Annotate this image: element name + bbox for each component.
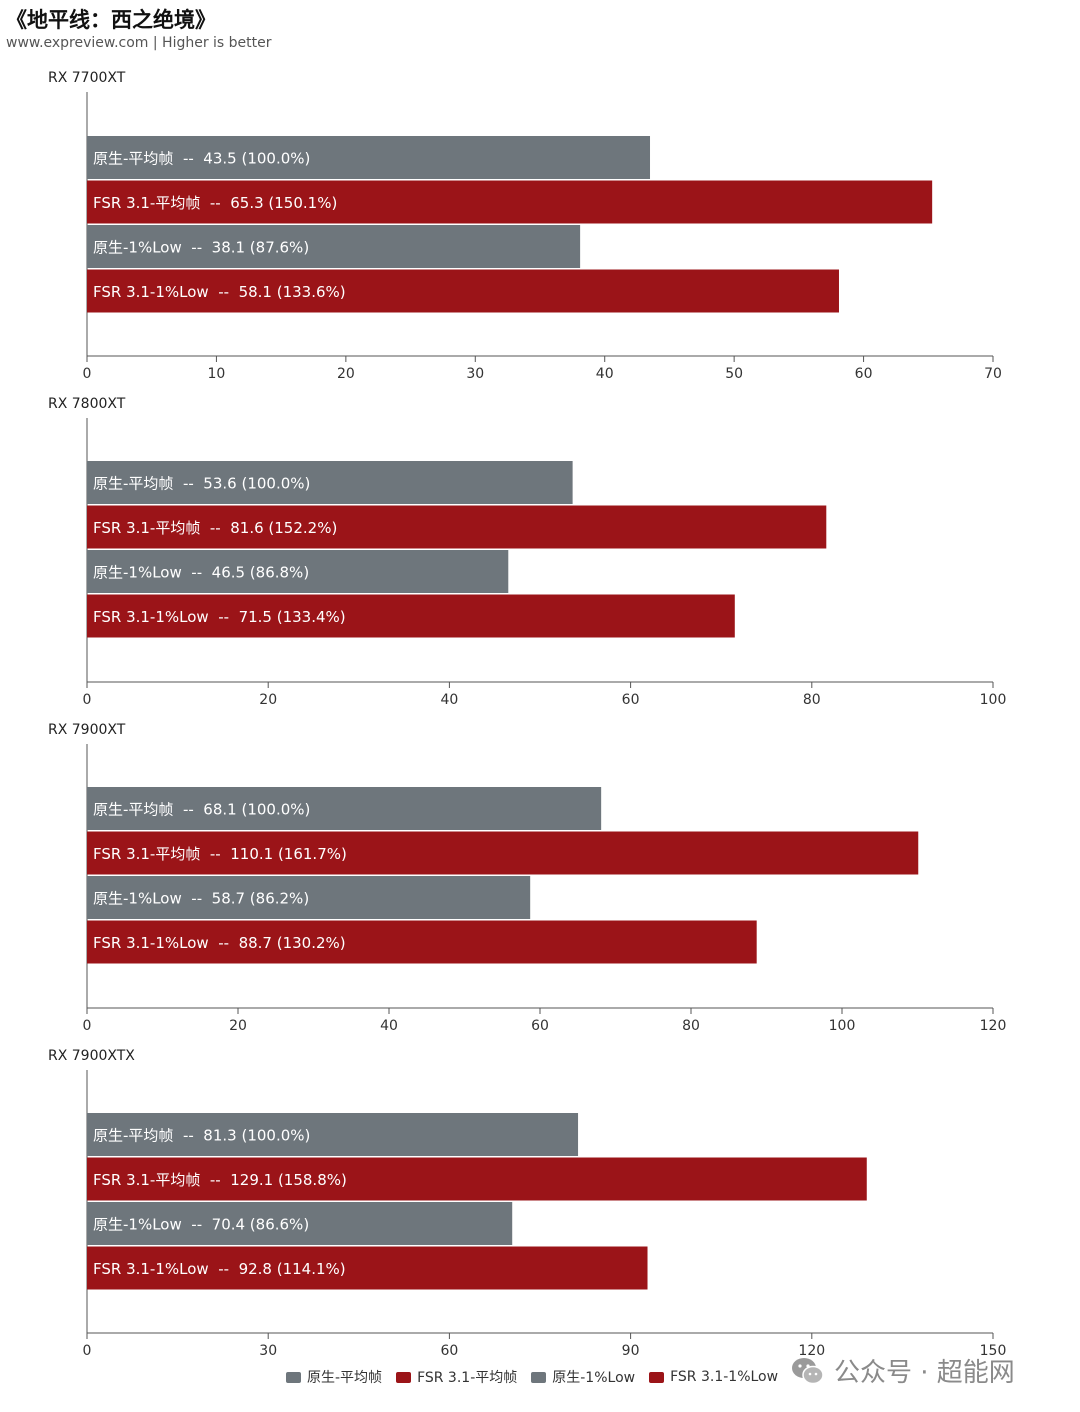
bar-label: 原生-1%Low -- 38.1 (87.6%): [93, 239, 309, 257]
x-tick-label: 120: [798, 1343, 825, 1359]
bar: [87, 831, 919, 875]
bar: [87, 1202, 513, 1245]
watermark-text: 公众号 · 超能网: [834, 1358, 1015, 1388]
x-tick-label: 90: [622, 1343, 640, 1359]
bar-label: FSR 3.1-平均帧 -- 65.3 (150.1%): [93, 194, 337, 212]
bar-label: FSR 3.1-1%Low -- 58.1 (133.6%): [93, 283, 346, 301]
wechat-icon: [792, 1357, 824, 1384]
x-tick-label: 0: [83, 1018, 92, 1034]
x-tick-label: 60: [855, 366, 873, 382]
x-tick-label: 20: [229, 1018, 247, 1034]
bar: [87, 876, 531, 919]
x-tick-label: 60: [531, 1018, 549, 1034]
x-tick-label: 20: [337, 366, 355, 382]
legend-label: FSR 3.1-平均帧: [417, 1370, 518, 1386]
bar: [87, 136, 651, 179]
x-tick-label: 100: [980, 692, 1007, 708]
x-tick-label: 30: [466, 366, 484, 382]
bar: [87, 505, 827, 549]
bar: [87, 550, 509, 593]
chart-title: RX 7900XT: [48, 722, 126, 738]
watermark: 公众号 · 超能网: [790, 1352, 1015, 1389]
x-tick-label: 50: [725, 366, 743, 382]
bar-label: 原生-1%Low -- 70.4 (86.6%): [93, 1216, 309, 1234]
bar-label: 原生-平均帧 -- 81.3 (100.0%): [93, 1127, 310, 1145]
bar-label: FSR 3.1-平均帧 -- 81.6 (152.2%): [93, 519, 337, 537]
bar-label: 原生-平均帧 -- 43.5 (100.0%): [93, 150, 310, 168]
legend: 原生-平均帧 FSR 3.1-平均帧 原生-1%Low FSR 3.1-1%Lo…: [286, 1367, 778, 1387]
bar: [87, 1113, 579, 1156]
bar-label: FSR 3.1-1%Low -- 88.7 (130.2%): [93, 934, 346, 952]
bar: [87, 594, 735, 638]
x-tick-label: 0: [83, 1343, 92, 1359]
legend-label: 原生-1%Low: [552, 1370, 636, 1386]
x-tick-label: 20: [259, 692, 277, 708]
bar-label: 原生-平均帧 -- 53.6 (100.0%): [93, 475, 310, 493]
bar: [87, 225, 581, 268]
legend-swatch: [649, 1371, 665, 1383]
x-tick-label: 60: [622, 692, 640, 708]
bar-label: FSR 3.1-1%Low -- 71.5 (133.4%): [93, 608, 346, 626]
bar-label: FSR 3.1-平均帧 -- 110.1 (161.7%): [93, 845, 347, 863]
x-tick-label: 80: [803, 692, 821, 708]
x-tick-label: 30: [259, 1343, 277, 1359]
legend-label: 原生-平均帧: [307, 1370, 383, 1386]
chart-title: RX 7800XT: [48, 396, 126, 412]
bar: [87, 787, 602, 830]
bar-label: 原生-平均帧 -- 68.1 (100.0%): [93, 801, 310, 819]
legend-swatch: [286, 1371, 301, 1383]
bar: [87, 1246, 648, 1290]
page-title: 《地平线：西之绝境》: [6, 8, 216, 32]
legend-label: FSR 3.1-1%Low: [670, 1369, 779, 1385]
bar-label: 原生-1%Low -- 58.7 (86.2%): [93, 890, 309, 908]
legend-swatch: [396, 1371, 412, 1383]
bar-label: FSR 3.1-1%Low -- 92.8 (114.1%): [93, 1260, 346, 1278]
bar-label: FSR 3.1-平均帧 -- 129.1 (158.8%): [93, 1171, 347, 1189]
bar: [87, 269, 839, 313]
x-tick-label: 0: [83, 366, 92, 382]
x-tick-label: 40: [440, 692, 458, 708]
x-tick-label: 40: [380, 1018, 398, 1034]
bar: [87, 920, 757, 964]
bar: [87, 461, 573, 504]
chart-title: RX 7900XTX: [48, 1048, 135, 1064]
legend-item-fsr-low: FSR 3.1-1%Low: [649, 1369, 778, 1385]
x-tick-label: 100: [829, 1018, 856, 1034]
page-subtitle: www.expreview.com | Higher is better: [6, 35, 272, 51]
bar: [87, 180, 933, 224]
x-tick-label: 40: [596, 366, 614, 382]
x-tick-label: 70: [984, 366, 1002, 382]
legend-item-fsr-avg: FSR 3.1-平均帧: [396, 1367, 517, 1387]
legend-swatch: [531, 1371, 547, 1383]
x-tick-label: 120: [980, 1018, 1007, 1034]
x-tick-label: 80: [682, 1018, 700, 1034]
x-tick-label: 60: [440, 1343, 458, 1359]
bar-label: 原生-1%Low -- 46.5 (86.8%): [93, 564, 309, 582]
x-tick-label: 150: [980, 1343, 1007, 1359]
bar: [87, 1157, 867, 1201]
legend-item-native-low: 原生-1%Low: [531, 1367, 635, 1387]
x-tick-label: 0: [83, 692, 92, 708]
chart-title: RX 7700XT: [48, 70, 126, 86]
x-tick-label: 10: [208, 366, 226, 382]
legend-item-native-avg: 原生-平均帧: [286, 1367, 382, 1387]
